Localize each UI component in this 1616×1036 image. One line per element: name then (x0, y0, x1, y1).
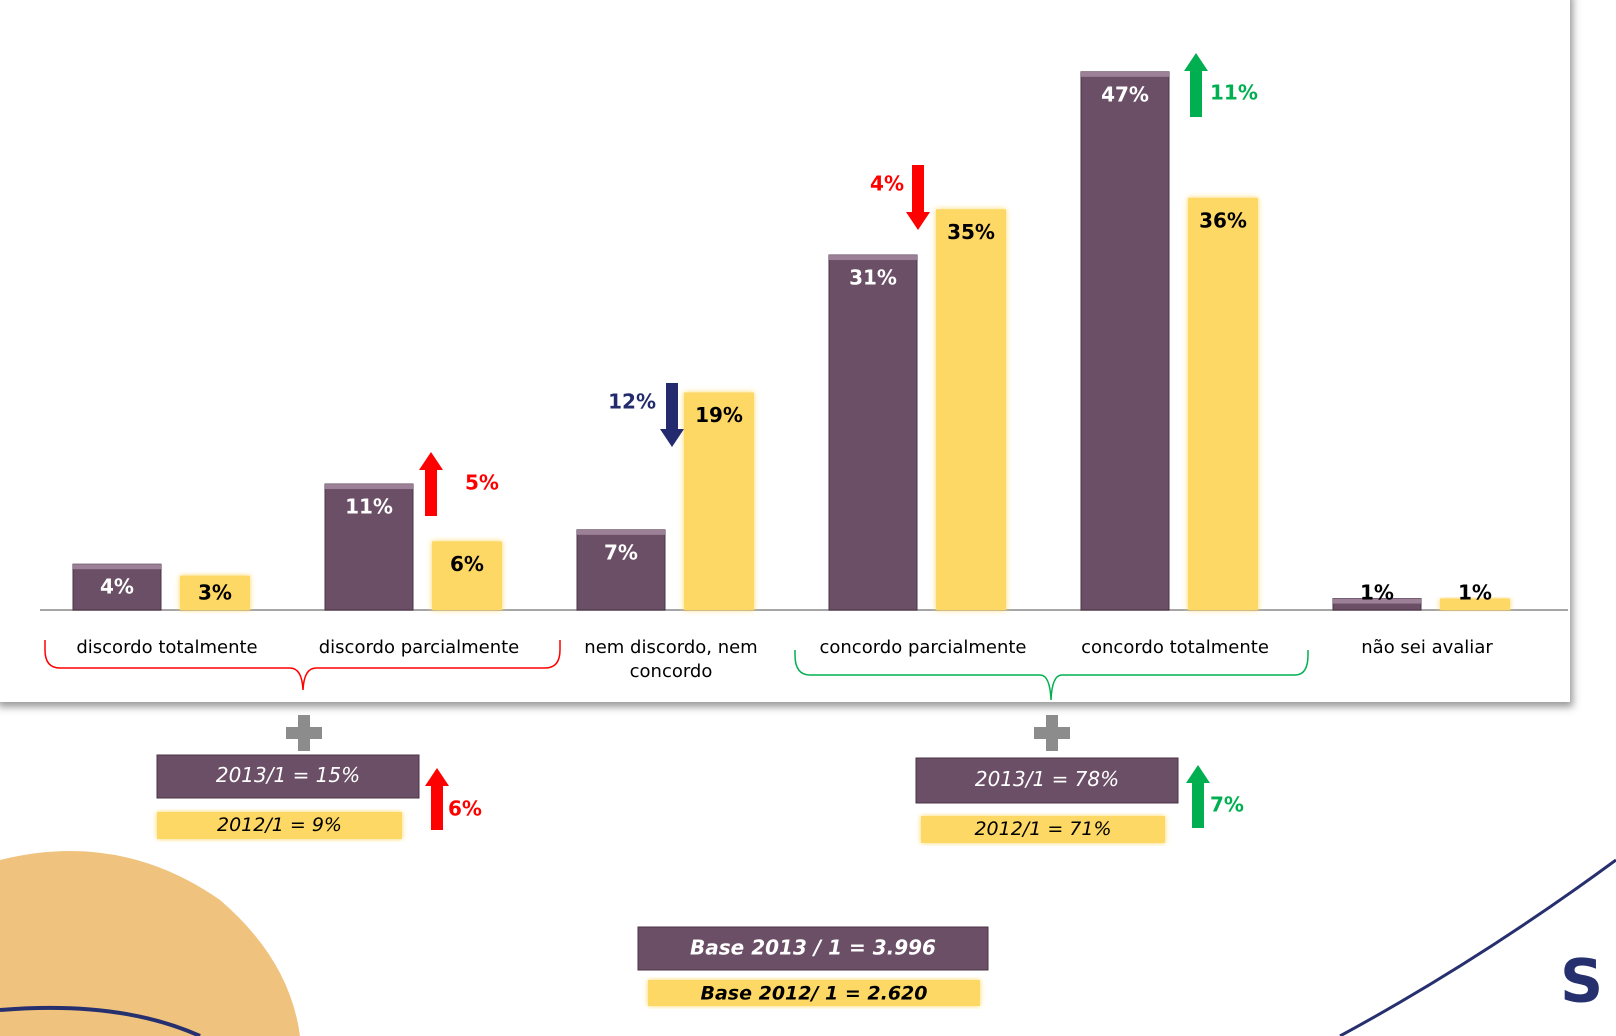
x-tick-label: concordo parcialmente (819, 637, 1027, 658)
change-arrow (1186, 765, 1210, 828)
data-label: 6% (450, 552, 484, 576)
summary-current: 2013/1 = 15% (216, 763, 360, 787)
bar (1080, 71, 1170, 611)
x-tick-label: nem discordo, nem concordo (584, 637, 758, 682)
bar (1188, 197, 1258, 611)
summary-box (157, 812, 402, 839)
data-label: 1% (1458, 581, 1492, 605)
bar (432, 541, 502, 610)
x-tick-label: não sei avaliar (1361, 637, 1493, 658)
bar (684, 392, 754, 610)
base-box (648, 980, 980, 1006)
plus-icon (1034, 715, 1070, 751)
summary-box (156, 754, 420, 799)
summary-change: 7% (1210, 793, 1244, 817)
summary-previous: 2012/1 = 9% (217, 814, 342, 836)
summary-box (921, 816, 1165, 843)
data-label: 31% (849, 266, 897, 290)
change-arrow (906, 165, 930, 230)
data-label: 47% (1101, 82, 1149, 106)
summary-current: 2013/1 = 78% (975, 767, 1119, 791)
summary-change: 6% (448, 797, 482, 821)
data-label: 35% (947, 220, 995, 244)
change-label: 5% (465, 471, 499, 495)
x-tick-label: discordo parcialmente (318, 637, 520, 658)
plus-icon (286, 715, 322, 751)
summary-previous: 2012/1 = 71% (974, 818, 1111, 840)
bar (324, 483, 414, 611)
base-box (637, 926, 989, 971)
base-2012: Base 2012/ 1 = 2.620 (700, 983, 927, 1005)
bar (828, 254, 918, 611)
bar (576, 529, 666, 611)
bar-highlight (1081, 71, 1169, 77)
x-tick-label: discordo totalmente (76, 637, 258, 658)
logo-fragment: S (1560, 947, 1603, 1017)
change-arrow (419, 452, 443, 516)
bar (180, 575, 250, 610)
data-label: 7% (604, 540, 638, 564)
data-label: 19% (695, 403, 743, 427)
change-label: 12% (608, 390, 656, 414)
bar-highlight (577, 529, 665, 535)
change-arrow (660, 383, 684, 447)
base-2013: Base 2013 / 1 = 3.996 (690, 936, 936, 960)
bar (936, 209, 1006, 610)
data-label: 36% (1199, 208, 1247, 232)
bar-highlight (829, 255, 917, 261)
data-label: 4% (100, 575, 134, 599)
background-shape (0, 851, 300, 1036)
data-label: 1% (1360, 581, 1394, 605)
x-tick-label: concordo totalmente (1081, 637, 1269, 658)
bar-highlight (325, 484, 413, 490)
change-arrow (1184, 53, 1208, 117)
change-label: 4% (870, 172, 904, 196)
bracket (44, 640, 561, 691)
background-curve (0, 1005, 201, 1036)
bar-highlight (1333, 598, 1421, 604)
summary-box (915, 757, 1179, 804)
change-label: 11% (1210, 81, 1258, 105)
bar (1440, 598, 1510, 610)
change-arrow (425, 768, 449, 830)
bar (72, 563, 162, 611)
bracket (794, 650, 1309, 701)
data-label: 3% (198, 581, 232, 605)
background-curve (1339, 858, 1616, 1036)
chart-panel (0, 0, 1570, 702)
bar-highlight (73, 564, 161, 570)
data-label: 11% (345, 495, 393, 519)
